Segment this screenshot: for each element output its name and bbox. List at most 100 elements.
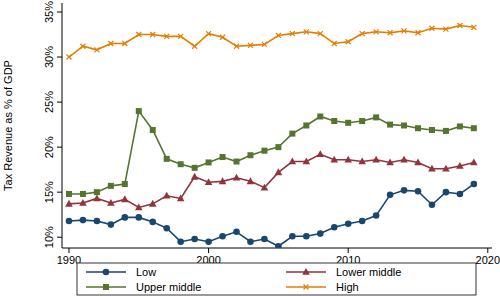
point <box>289 158 297 165</box>
point <box>178 34 183 39</box>
point <box>247 238 254 245</box>
point <box>233 228 240 235</box>
point <box>150 127 156 133</box>
point <box>457 191 464 198</box>
point <box>191 173 199 180</box>
y-tick <box>57 237 62 238</box>
y-tick <box>57 12 62 13</box>
legend-label: Low <box>136 266 156 278</box>
point <box>471 181 478 188</box>
point <box>359 218 366 225</box>
point <box>261 184 269 191</box>
y-axis <box>62 3 63 248</box>
y-tick <box>57 57 62 58</box>
point <box>443 189 450 196</box>
point <box>372 156 380 163</box>
legend-marker <box>103 269 110 276</box>
point <box>401 187 408 194</box>
x-tick-label: 2020 <box>476 254 500 266</box>
point <box>163 225 170 232</box>
y-tick-label: 30% <box>43 46 55 68</box>
point <box>442 165 450 172</box>
point <box>79 199 87 206</box>
point <box>191 236 198 243</box>
point <box>247 152 253 158</box>
point <box>331 224 338 231</box>
point <box>247 177 255 184</box>
chart: 10%15%20%25%30%35%1990200020102020Tax Re… <box>0 0 500 296</box>
y-tick-label: 10% <box>43 226 55 248</box>
point <box>429 201 436 208</box>
point <box>429 127 435 133</box>
point <box>206 31 211 36</box>
point <box>94 218 101 225</box>
point <box>150 32 155 37</box>
legend-box <box>77 263 476 295</box>
point <box>275 144 281 150</box>
point <box>400 156 408 163</box>
point <box>233 174 241 181</box>
point <box>290 31 295 36</box>
point <box>429 26 434 31</box>
legend-label: Upper middle <box>136 281 201 293</box>
point <box>108 221 115 228</box>
point <box>471 125 477 131</box>
point <box>234 44 239 49</box>
point <box>220 35 225 40</box>
point <box>387 192 394 199</box>
point <box>135 214 142 221</box>
point <box>261 236 268 243</box>
point <box>331 118 337 124</box>
point <box>66 191 72 197</box>
legend-marker <box>103 284 109 290</box>
point <box>276 33 281 38</box>
point <box>164 156 170 162</box>
point <box>275 243 282 248</box>
point <box>344 156 352 163</box>
legend-label: Lower middle <box>336 266 401 278</box>
point <box>374 29 379 34</box>
point <box>206 159 212 165</box>
point <box>456 162 464 169</box>
point <box>94 189 100 195</box>
point <box>415 125 421 131</box>
point <box>471 25 476 30</box>
y-tick <box>57 147 62 148</box>
point <box>358 158 366 165</box>
legend: Low Lower middle Upper middle High <box>77 263 476 295</box>
point <box>80 191 86 197</box>
point <box>359 118 365 124</box>
point <box>219 233 226 240</box>
x-tick <box>487 248 488 253</box>
point <box>248 43 253 48</box>
point <box>289 233 296 240</box>
point <box>470 158 478 165</box>
point <box>220 154 226 160</box>
point <box>94 47 99 52</box>
point <box>108 183 114 189</box>
point <box>443 27 448 32</box>
y-tick <box>57 102 62 103</box>
point <box>66 218 73 225</box>
legend-label: High <box>336 281 359 293</box>
point <box>416 30 421 35</box>
point <box>332 41 337 46</box>
point <box>346 39 351 44</box>
legend-marker <box>304 285 309 290</box>
point <box>121 195 129 202</box>
point <box>317 230 324 237</box>
point <box>234 159 240 165</box>
point <box>262 42 267 47</box>
point <box>136 108 142 114</box>
point <box>205 178 213 185</box>
point <box>401 123 407 129</box>
point <box>192 165 198 171</box>
point <box>386 158 394 165</box>
series-line <box>69 26 474 58</box>
point <box>373 212 380 219</box>
point <box>457 23 462 28</box>
x-tick <box>208 248 209 253</box>
series-line <box>69 111 474 194</box>
point <box>360 31 365 36</box>
y-tick-label: 25% <box>43 91 55 113</box>
